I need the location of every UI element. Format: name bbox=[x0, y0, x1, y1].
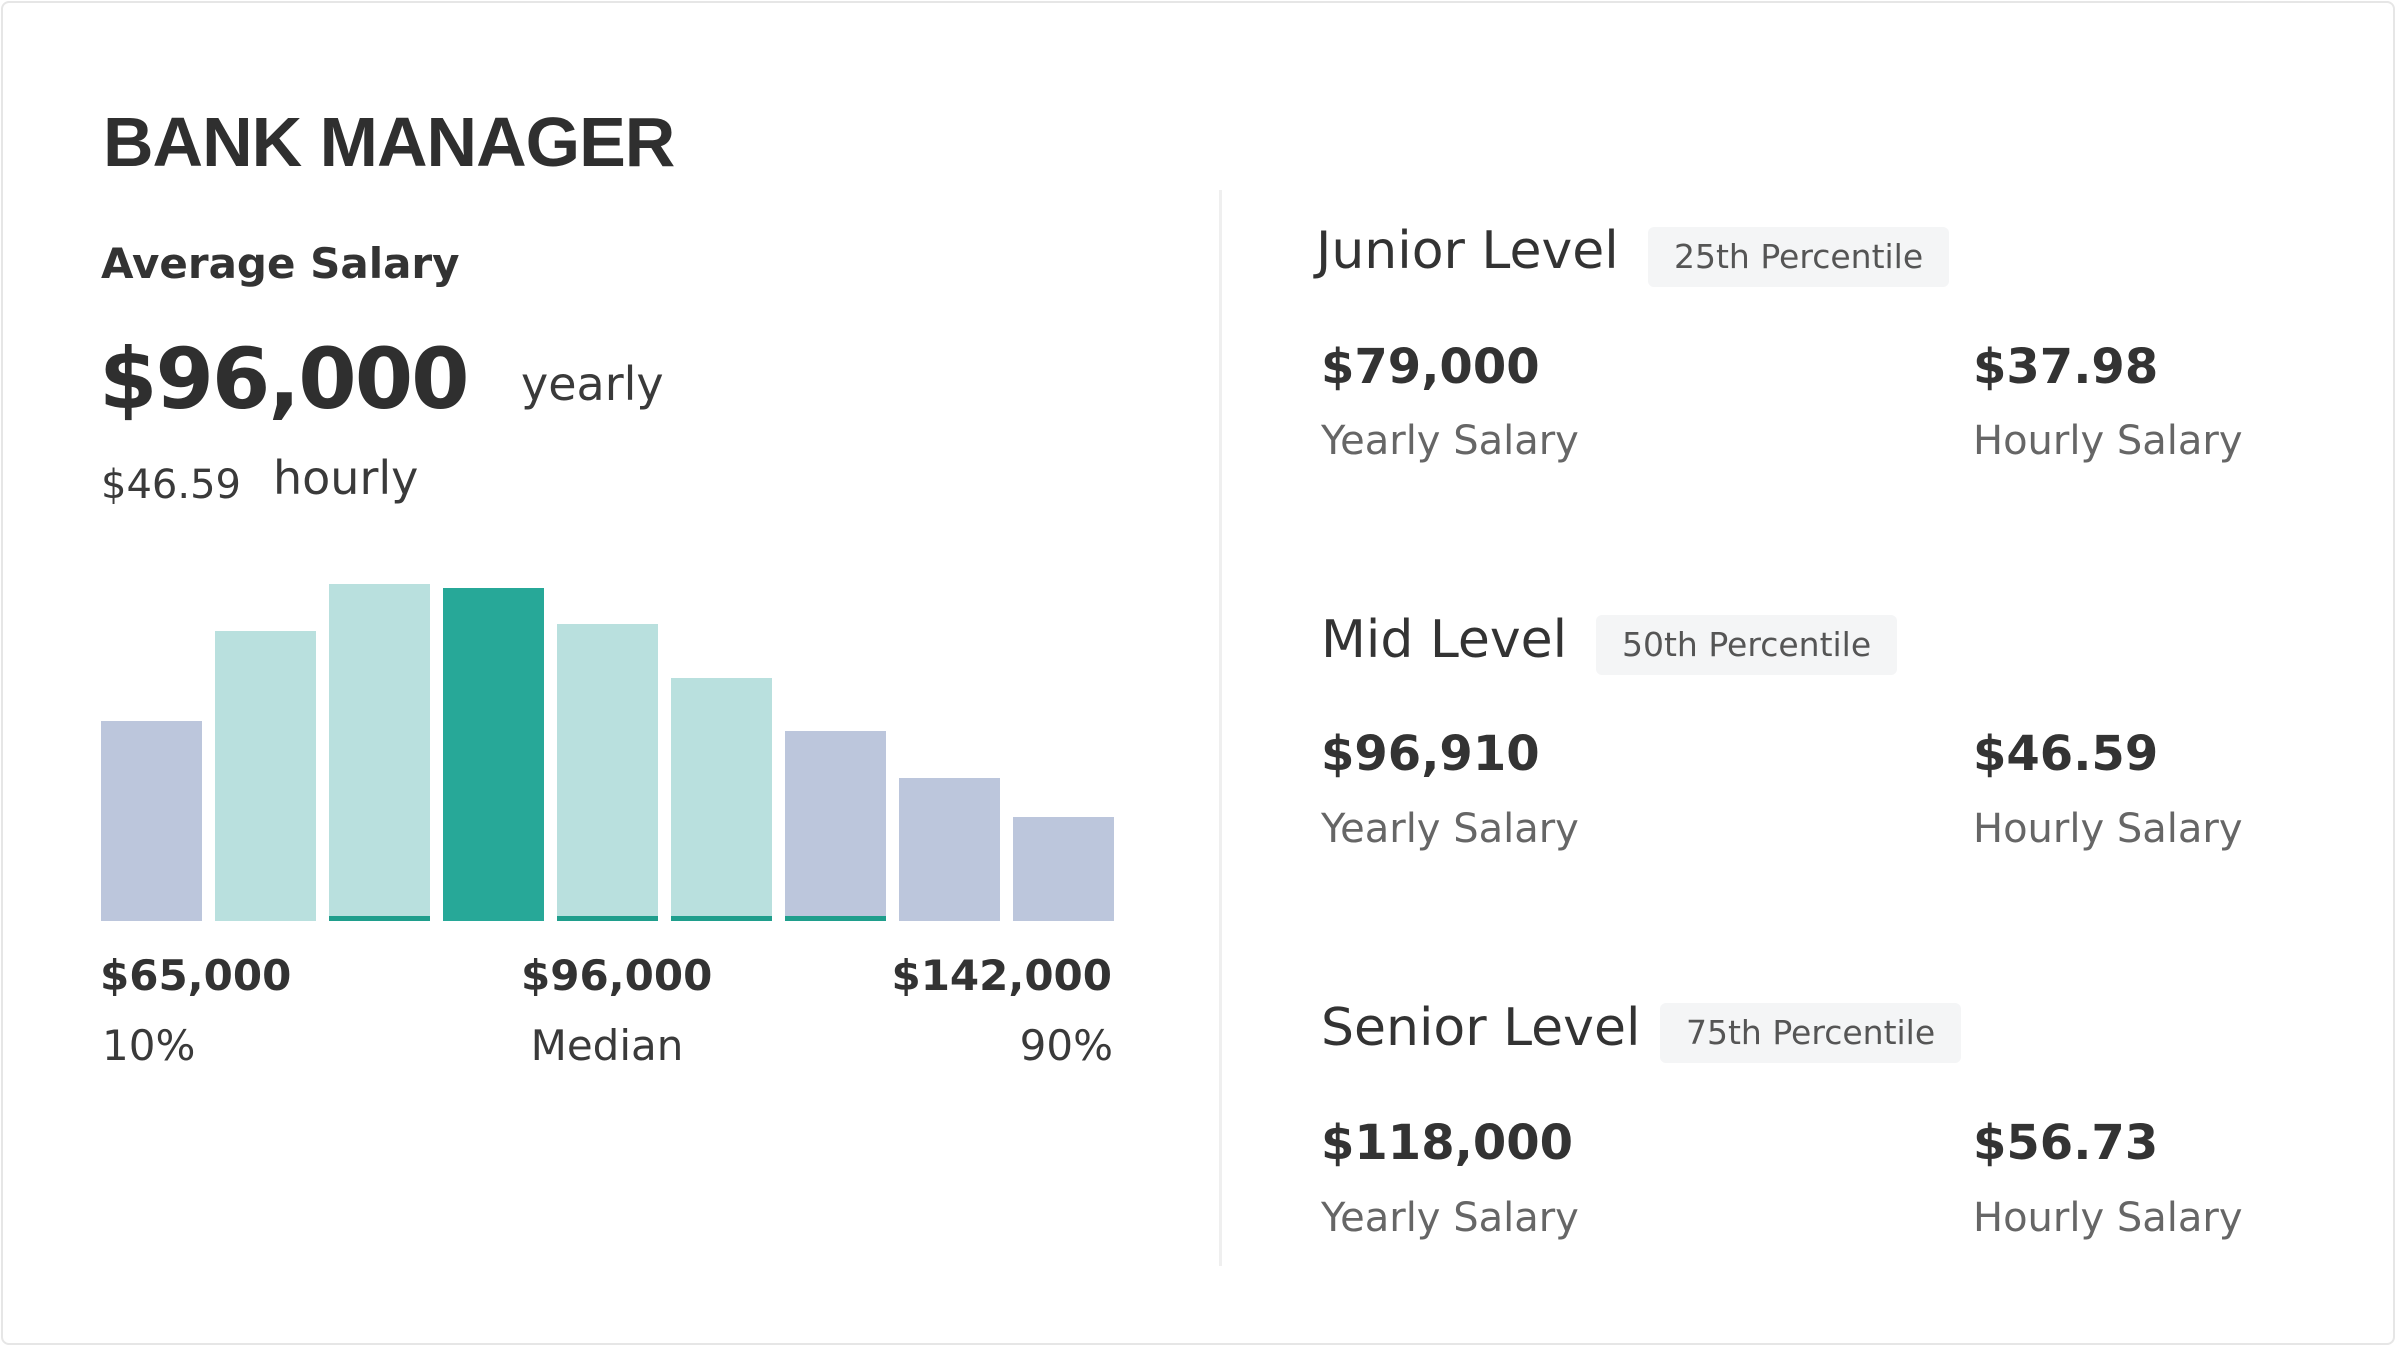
average-hourly-period: hourly bbox=[273, 451, 419, 505]
junior-yearly-amount: $79,000 bbox=[1321, 339, 1540, 395]
job-title: BANK MANAGER bbox=[103, 103, 675, 181]
senior-percentile-badge: 75th Percentile bbox=[1660, 1003, 1962, 1063]
histogram-bar bbox=[671, 678, 772, 921]
senior-hourly-label: Hourly Salary bbox=[1973, 1195, 2243, 1241]
histogram-bar-median bbox=[443, 588, 544, 921]
mid-hourly-amount: $46.59 bbox=[1973, 726, 2159, 782]
histogram-bar bbox=[785, 731, 886, 921]
axis-right-caption: 90% bbox=[1019, 1021, 1113, 1070]
senior-hourly-amount: $56.73 bbox=[1973, 1115, 2159, 1171]
senior-yearly-amount: $118,000 bbox=[1321, 1115, 1574, 1171]
histogram-bar bbox=[101, 721, 202, 921]
junior-hourly-amount: $37.98 bbox=[1973, 339, 2159, 395]
junior-percentile-badge: 25th Percentile bbox=[1648, 227, 1950, 287]
senior-yearly-label: Yearly Salary bbox=[1321, 1195, 1579, 1241]
salary-distribution-chart bbox=[101, 563, 1114, 921]
junior-level-title: Junior Level bbox=[1316, 221, 1619, 281]
mid-hourly-label: Hourly Salary bbox=[1973, 806, 2243, 852]
mid-level-title: Mid Level bbox=[1321, 610, 1568, 670]
histogram-bar bbox=[329, 584, 430, 921]
average-yearly-period: yearly bbox=[521, 357, 664, 411]
mid-yearly-label: Yearly Salary bbox=[1321, 806, 1579, 852]
senior-level-title: Senior Level bbox=[1321, 998, 1641, 1058]
average-salary-label: Average Salary bbox=[101, 239, 460, 288]
mid-percentile-badge: 50th Percentile bbox=[1596, 615, 1898, 675]
histogram-bar bbox=[1013, 817, 1114, 921]
histogram-bar bbox=[557, 624, 658, 921]
axis-left-caption: 10% bbox=[102, 1021, 196, 1070]
junior-yearly-label: Yearly Salary bbox=[1321, 418, 1579, 464]
column-divider bbox=[1219, 190, 1222, 1266]
axis-middle-caption: Median bbox=[530, 1021, 684, 1070]
axis-right-value: $142,000 bbox=[891, 951, 1112, 1000]
mid-yearly-amount: $96,910 bbox=[1321, 726, 1540, 782]
average-hourly-amount: $46.59 bbox=[101, 462, 241, 508]
histogram-bar bbox=[899, 778, 1000, 921]
junior-hourly-label: Hourly Salary bbox=[1973, 418, 2243, 464]
histogram-bar bbox=[215, 631, 316, 921]
axis-left-value: $65,000 bbox=[100, 951, 292, 1000]
axis-middle-value: $96,000 bbox=[521, 951, 713, 1000]
average-yearly-amount: $96,000 bbox=[99, 330, 470, 428]
